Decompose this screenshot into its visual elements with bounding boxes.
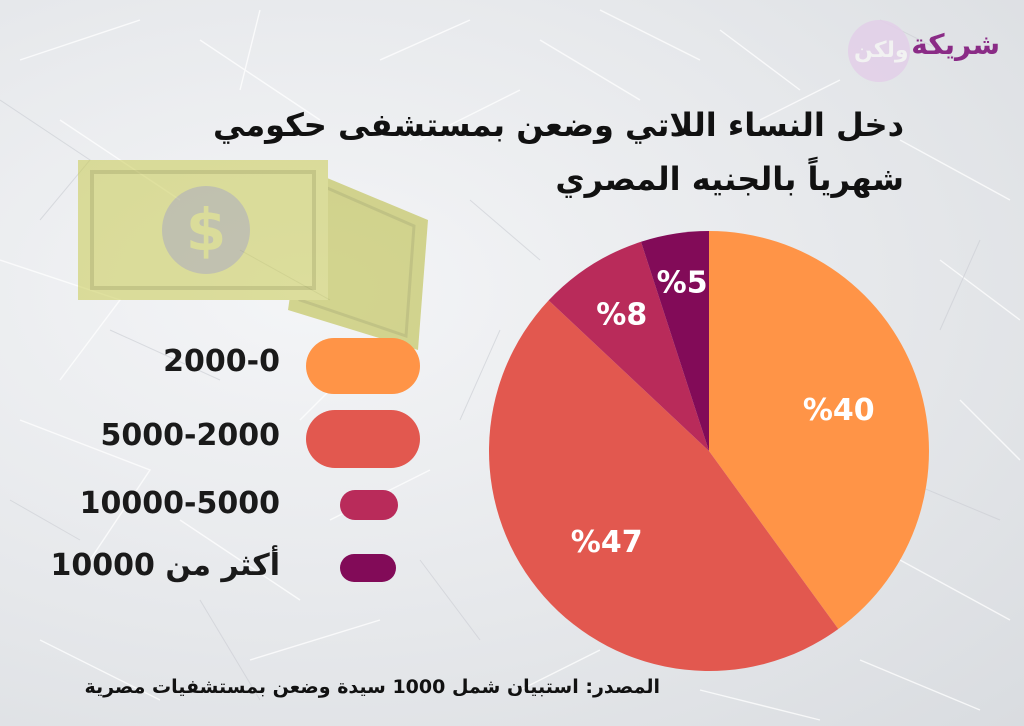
logo-text-main: شريكة: [911, 28, 1000, 61]
pie-slice: [548, 241, 709, 451]
legend-swatch: [340, 490, 398, 520]
svg-text:$: $: [186, 196, 226, 264]
logo-text-secondary: ولكن: [854, 38, 909, 63]
legend-label: أكثر من 10000: [50, 548, 280, 583]
legend-item: 10000-5000: [0, 476, 420, 536]
legend-label: 2000-0: [163, 344, 280, 379]
legend-swatch: [306, 338, 420, 394]
pie-slice-label: %5: [657, 266, 708, 301]
legend-item: أكثر من 10000: [0, 536, 420, 596]
legend-label: 5000-2000: [100, 418, 280, 453]
pie-slice-label: %40: [803, 393, 875, 428]
brand-logo: ولكن شريكة: [848, 18, 1004, 82]
legend-label: 10000-5000: [79, 486, 280, 521]
source-note: المصدر: استبيان شمل 1000 سيدة وضعن بمستش…: [84, 676, 660, 698]
pie-slice: [641, 231, 709, 451]
chart-title-line2: شهرياً بالجنيه المصري: [555, 160, 904, 198]
pie-slice: [489, 300, 839, 671]
dollar-bill-icon: $: [78, 160, 428, 350]
legend-swatch: [340, 554, 396, 582]
logo-circle: [848, 20, 910, 82]
legend-item: 5000-2000: [0, 408, 420, 468]
pie-chart: %40 %47 %8 %5: [489, 231, 929, 671]
pie-slice: [709, 231, 929, 629]
legend-swatch: [306, 410, 420, 468]
pie-slice-label: %8: [596, 298, 647, 333]
chart-title-line1: دخل النساء اللاتي وضعن بمستشفى حكومي: [212, 106, 904, 144]
chart-title: دخل النساء اللاتي وضعن بمستشفى حكومي شهر…: [204, 98, 904, 206]
pie-slice-label: %47: [571, 525, 643, 560]
legend-item: 2000-0: [0, 336, 420, 396]
